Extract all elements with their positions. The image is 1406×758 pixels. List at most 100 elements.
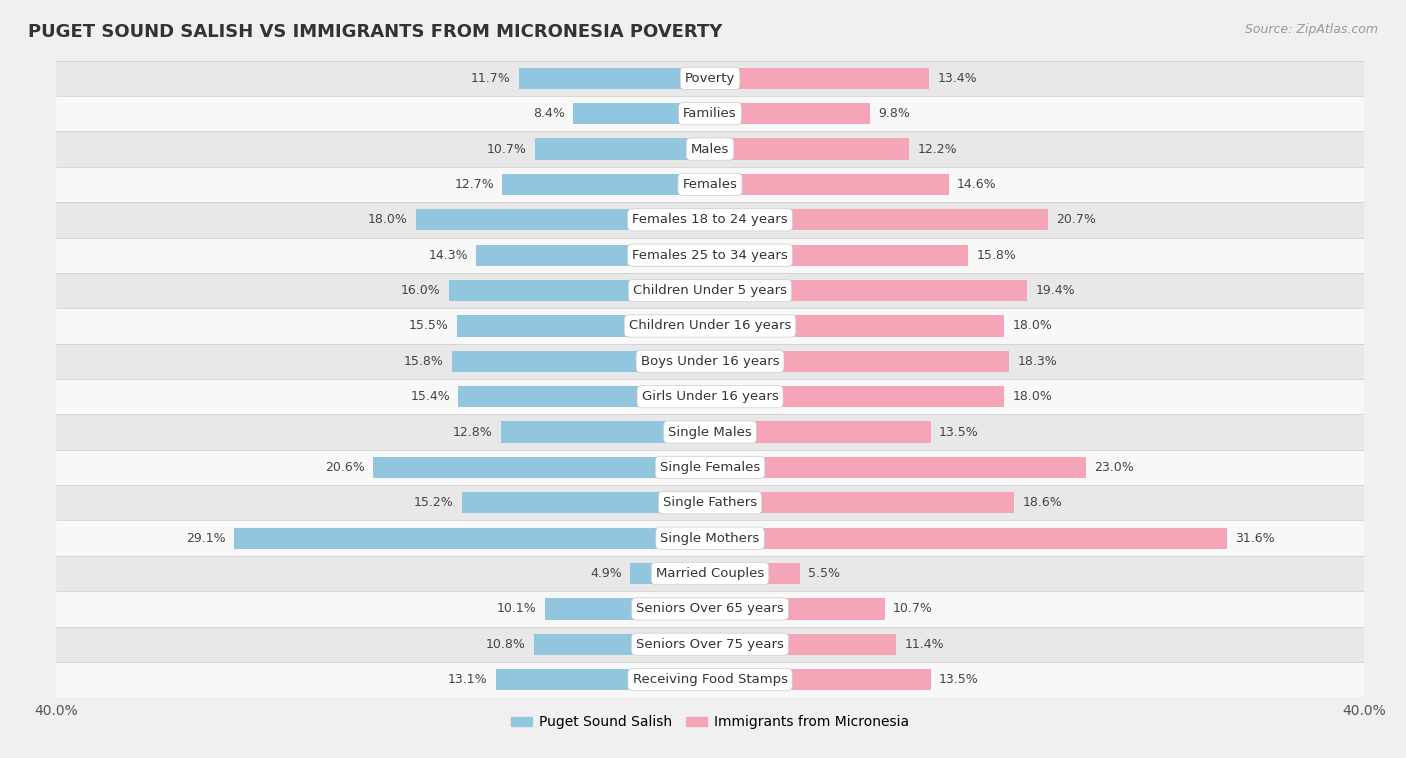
Text: 5.5%: 5.5% [808, 567, 841, 580]
Text: 12.2%: 12.2% [918, 143, 957, 155]
Bar [451, 351, 710, 372]
Text: 11.7%: 11.7% [471, 72, 510, 85]
Bar [374, 457, 710, 478]
Text: 14.6%: 14.6% [957, 178, 997, 191]
Text: 4.9%: 4.9% [591, 567, 621, 580]
Bar [56, 96, 1364, 131]
Text: 12.7%: 12.7% [454, 178, 495, 191]
Text: 20.7%: 20.7% [1056, 213, 1097, 227]
Bar [416, 209, 710, 230]
Text: 23.0%: 23.0% [1094, 461, 1133, 474]
Bar [501, 421, 710, 443]
Text: 15.8%: 15.8% [404, 355, 444, 368]
Bar [56, 449, 1364, 485]
Bar [56, 309, 1364, 343]
Text: Females: Females [682, 178, 738, 191]
Text: Males: Males [690, 143, 730, 155]
Bar [710, 245, 969, 266]
Text: Females 25 to 34 years: Females 25 to 34 years [633, 249, 787, 262]
Bar [56, 556, 1364, 591]
Bar [477, 245, 710, 266]
Bar [710, 351, 1010, 372]
Bar [56, 627, 1364, 662]
Bar [502, 174, 710, 195]
Bar [710, 598, 884, 619]
Text: 10.7%: 10.7% [893, 603, 934, 615]
Bar [56, 662, 1364, 697]
Bar [461, 492, 710, 513]
Bar [710, 67, 929, 89]
Text: 20.6%: 20.6% [325, 461, 366, 474]
Text: Families: Families [683, 107, 737, 121]
Bar [710, 457, 1085, 478]
Bar [235, 528, 710, 549]
Text: 18.3%: 18.3% [1018, 355, 1057, 368]
Text: 13.5%: 13.5% [939, 673, 979, 686]
Bar [56, 521, 1364, 556]
Text: Single Females: Single Females [659, 461, 761, 474]
Legend: Puget Sound Salish, Immigrants from Micronesia: Puget Sound Salish, Immigrants from Micr… [506, 710, 914, 735]
Text: 10.7%: 10.7% [486, 143, 527, 155]
Bar [56, 343, 1364, 379]
Text: PUGET SOUND SALISH VS IMMIGRANTS FROM MICRONESIA POVERTY: PUGET SOUND SALISH VS IMMIGRANTS FROM MI… [28, 23, 723, 41]
Text: Married Couples: Married Couples [657, 567, 763, 580]
Bar [710, 139, 910, 160]
Bar [710, 315, 1004, 337]
Bar [630, 563, 710, 584]
Bar [56, 131, 1364, 167]
Bar [710, 103, 870, 124]
Text: Source: ZipAtlas.com: Source: ZipAtlas.com [1244, 23, 1378, 36]
Text: Seniors Over 75 years: Seniors Over 75 years [636, 637, 785, 651]
Text: Single Males: Single Males [668, 425, 752, 439]
Bar [56, 591, 1364, 627]
Bar [519, 67, 710, 89]
Bar [710, 209, 1049, 230]
Text: 19.4%: 19.4% [1035, 284, 1076, 297]
Text: 16.0%: 16.0% [401, 284, 440, 297]
Text: Children Under 5 years: Children Under 5 years [633, 284, 787, 297]
Bar [710, 421, 931, 443]
Text: Females 18 to 24 years: Females 18 to 24 years [633, 213, 787, 227]
Text: 11.4%: 11.4% [904, 637, 945, 651]
Bar [449, 280, 710, 301]
Text: 13.4%: 13.4% [938, 72, 977, 85]
Text: 18.6%: 18.6% [1022, 496, 1062, 509]
Bar [710, 563, 800, 584]
Text: 29.1%: 29.1% [187, 531, 226, 545]
Bar [710, 528, 1226, 549]
Text: Single Fathers: Single Fathers [664, 496, 756, 509]
Text: 15.2%: 15.2% [413, 496, 453, 509]
Text: 10.1%: 10.1% [498, 603, 537, 615]
Text: 15.8%: 15.8% [976, 249, 1017, 262]
Text: 14.3%: 14.3% [429, 249, 468, 262]
Bar [710, 386, 1004, 407]
Text: 13.1%: 13.1% [449, 673, 488, 686]
Text: Single Mothers: Single Mothers [661, 531, 759, 545]
Bar [458, 386, 710, 407]
Bar [56, 415, 1364, 449]
Text: Girls Under 16 years: Girls Under 16 years [641, 390, 779, 403]
Bar [710, 669, 931, 691]
Text: Seniors Over 65 years: Seniors Over 65 years [636, 603, 785, 615]
Text: 31.6%: 31.6% [1234, 531, 1274, 545]
Bar [56, 379, 1364, 415]
Bar [56, 61, 1364, 96]
Bar [546, 598, 710, 619]
Bar [56, 202, 1364, 237]
Bar [56, 273, 1364, 309]
Text: Boys Under 16 years: Boys Under 16 years [641, 355, 779, 368]
Bar [496, 669, 710, 691]
Bar [572, 103, 710, 124]
Text: Children Under 16 years: Children Under 16 years [628, 319, 792, 333]
Text: 9.8%: 9.8% [879, 107, 910, 121]
Bar [457, 315, 710, 337]
Text: 8.4%: 8.4% [533, 107, 565, 121]
Text: Poverty: Poverty [685, 72, 735, 85]
Bar [710, 492, 1014, 513]
Text: Receiving Food Stamps: Receiving Food Stamps [633, 673, 787, 686]
Text: 15.5%: 15.5% [409, 319, 449, 333]
Bar [56, 485, 1364, 521]
Text: 12.8%: 12.8% [453, 425, 492, 439]
Bar [710, 280, 1028, 301]
Text: 18.0%: 18.0% [368, 213, 408, 227]
